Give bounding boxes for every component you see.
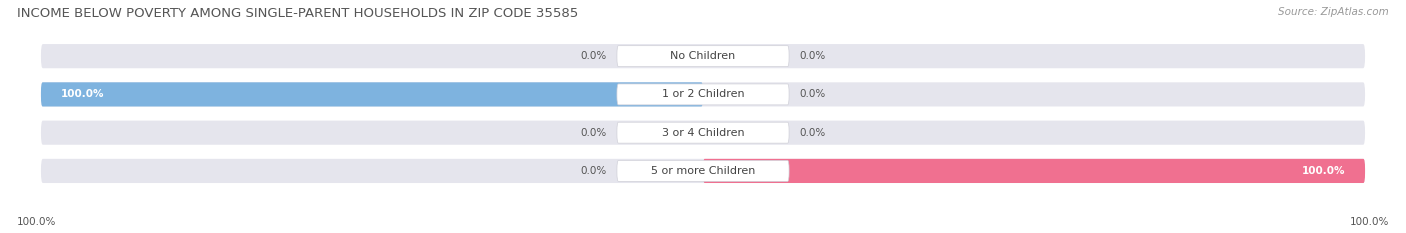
FancyBboxPatch shape — [41, 159, 1365, 183]
FancyBboxPatch shape — [41, 82, 1365, 106]
FancyBboxPatch shape — [617, 46, 789, 67]
Text: 0.0%: 0.0% — [799, 51, 825, 61]
Text: 100.0%: 100.0% — [60, 89, 104, 99]
Text: 3 or 4 Children: 3 or 4 Children — [662, 128, 744, 138]
Text: 0.0%: 0.0% — [581, 166, 607, 176]
FancyBboxPatch shape — [41, 121, 1365, 145]
FancyBboxPatch shape — [617, 161, 789, 182]
Text: INCOME BELOW POVERTY AMONG SINGLE-PARENT HOUSEHOLDS IN ZIP CODE 35585: INCOME BELOW POVERTY AMONG SINGLE-PARENT… — [17, 7, 578, 20]
Text: 0.0%: 0.0% — [581, 128, 607, 138]
Text: 0.0%: 0.0% — [799, 128, 825, 138]
Text: 100.0%: 100.0% — [1302, 166, 1346, 176]
FancyBboxPatch shape — [617, 84, 789, 105]
Text: No Children: No Children — [671, 51, 735, 61]
FancyBboxPatch shape — [41, 82, 703, 106]
FancyBboxPatch shape — [617, 122, 789, 143]
Text: 1 or 2 Children: 1 or 2 Children — [662, 89, 744, 99]
FancyBboxPatch shape — [41, 44, 1365, 68]
FancyBboxPatch shape — [703, 159, 1365, 183]
Text: 100.0%: 100.0% — [17, 217, 56, 227]
Text: 0.0%: 0.0% — [799, 89, 825, 99]
Text: 5 or more Children: 5 or more Children — [651, 166, 755, 176]
Text: 100.0%: 100.0% — [1350, 217, 1389, 227]
Text: 0.0%: 0.0% — [581, 51, 607, 61]
Text: Source: ZipAtlas.com: Source: ZipAtlas.com — [1278, 7, 1389, 17]
